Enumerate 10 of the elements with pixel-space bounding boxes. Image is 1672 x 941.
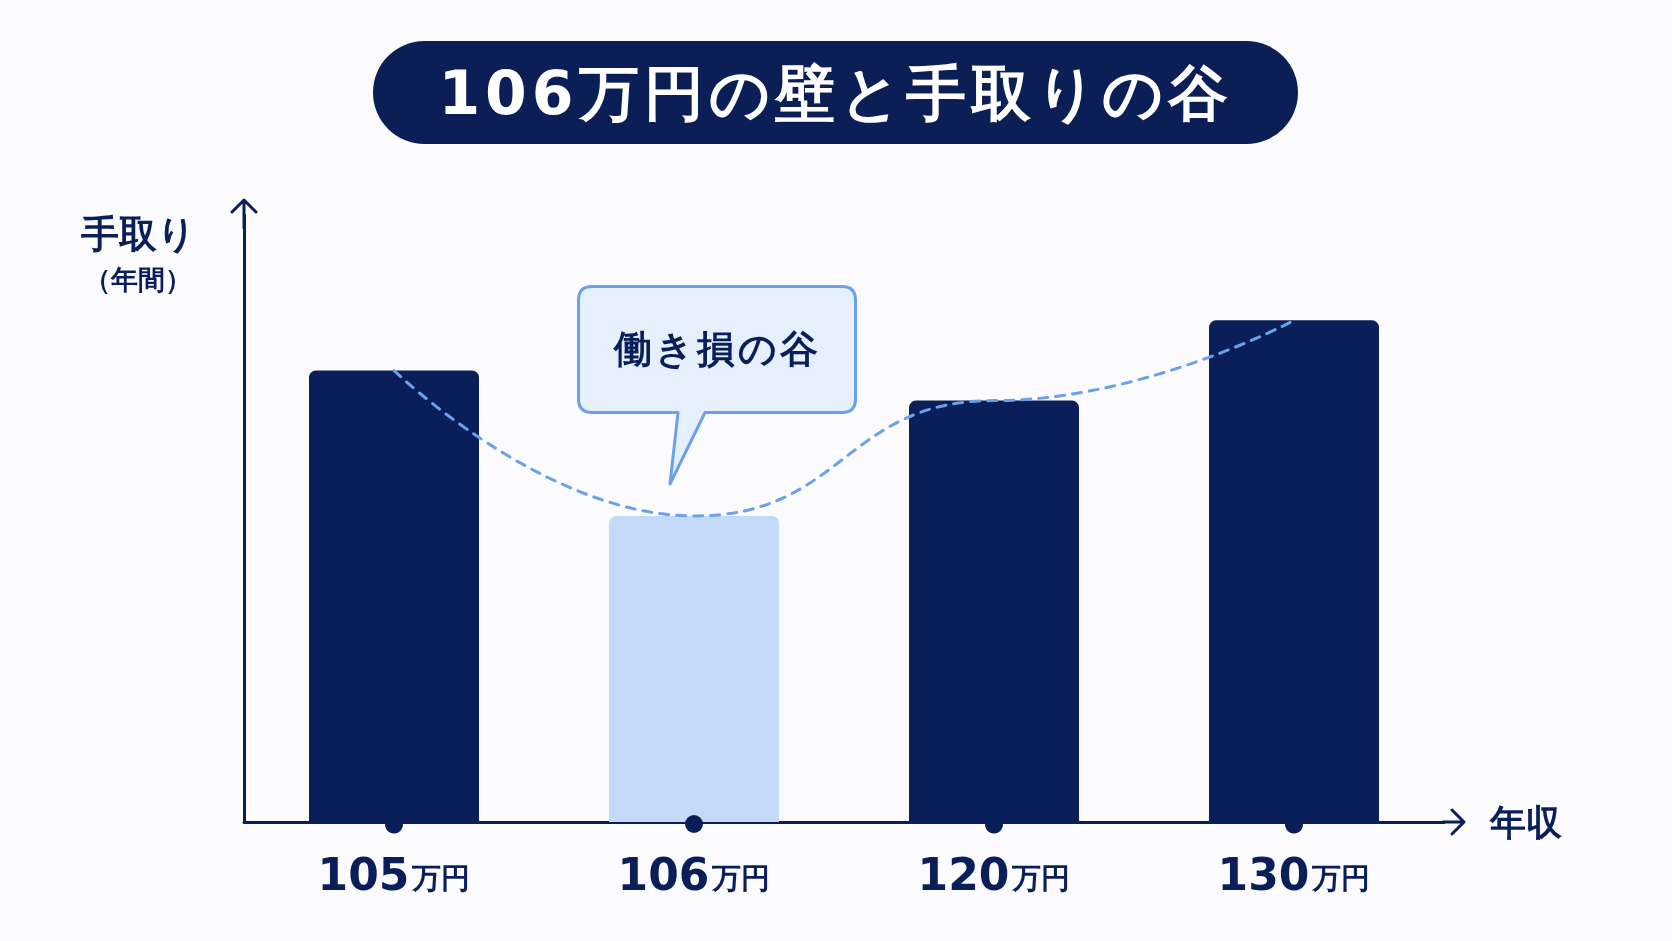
x-tick-label: 105万円 — [317, 848, 471, 900]
bar — [609, 515, 779, 822]
x-tick-label: 106万円 — [617, 848, 771, 900]
title-banner: 106万円の壁と手取りの谷 — [373, 41, 1298, 144]
x-axis-title: 年収 — [1489, 801, 1563, 843]
y-axis-title: 手取り（年間） — [79, 211, 197, 298]
x-tick-label: 130万円 — [1217, 848, 1371, 900]
chart-title: 106万円の壁と手取りの谷 — [438, 57, 1233, 128]
x-tick-label: 120万円 — [917, 848, 1071, 900]
annotation: 働き損の谷 — [613, 326, 821, 373]
